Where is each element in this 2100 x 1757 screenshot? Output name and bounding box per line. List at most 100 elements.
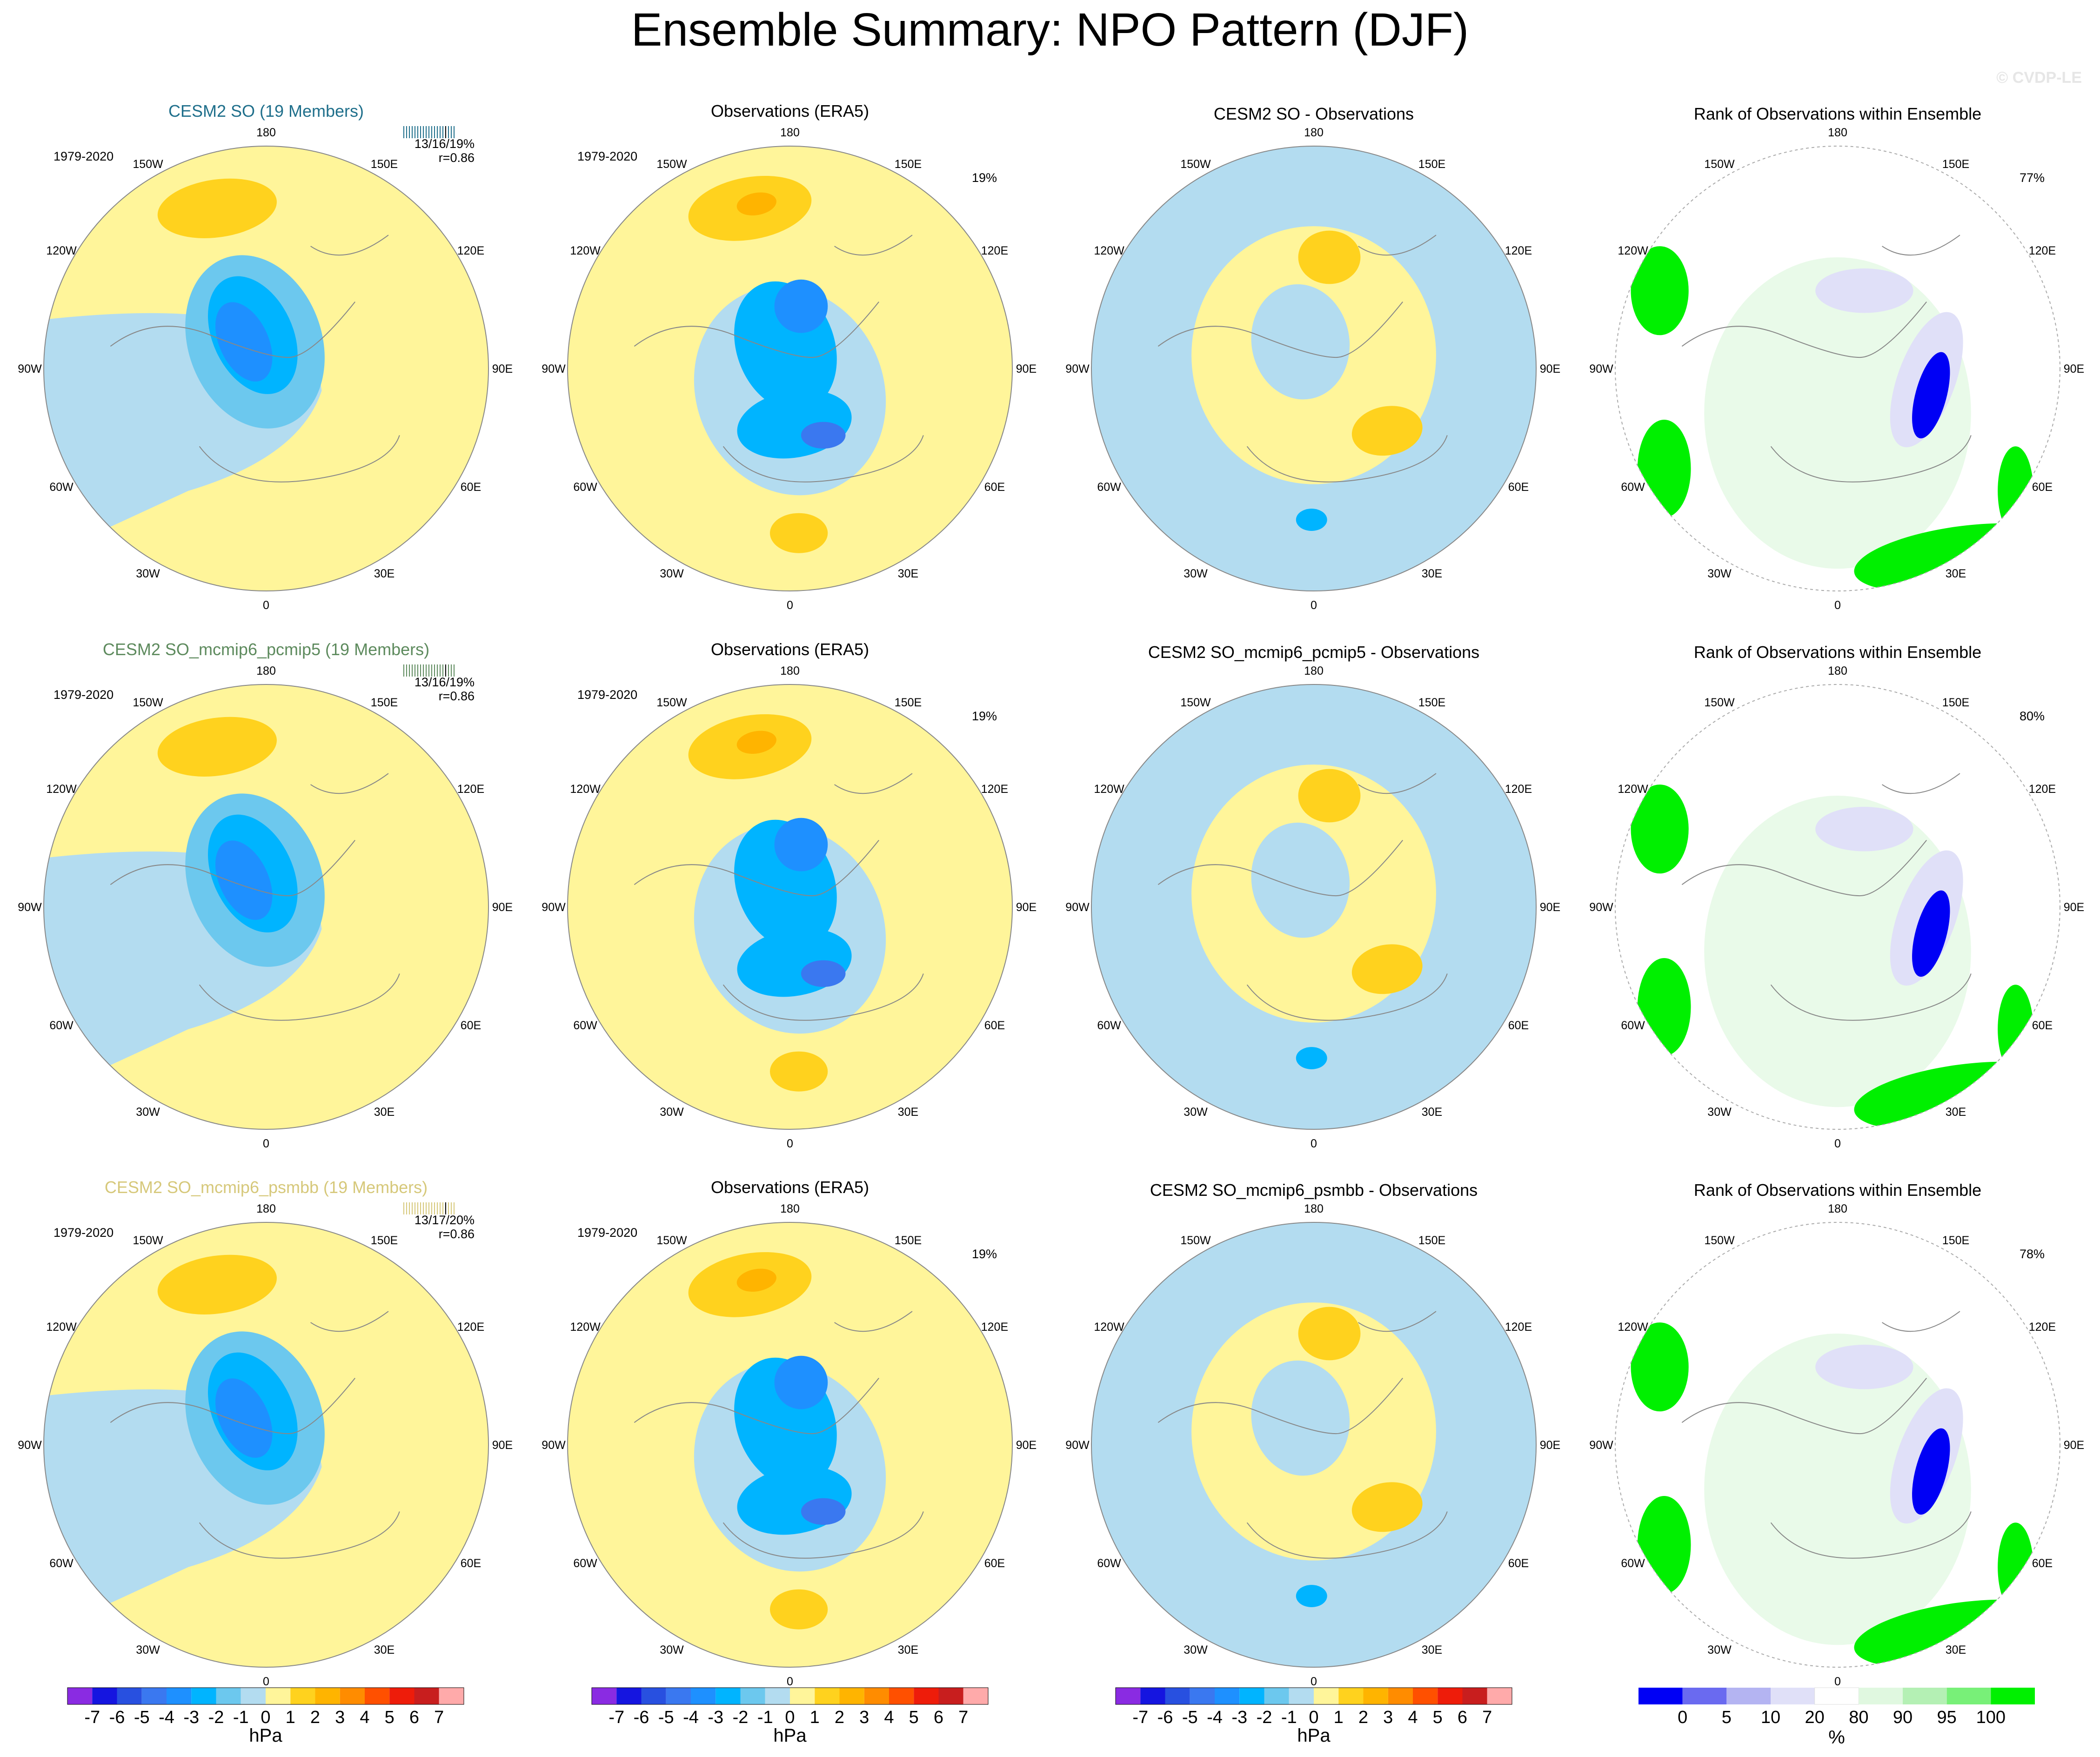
lon-label: 90W: [18, 1439, 42, 1452]
lon-label: 0: [263, 599, 269, 612]
lon-label: 150W: [1704, 696, 1735, 709]
lon-label: 60E: [461, 1557, 481, 1570]
colorbar-swatch: [839, 1688, 864, 1704]
contour-region: [774, 279, 828, 333]
colorbar-tick-label: -6: [634, 1708, 649, 1727]
lon-label: 0: [263, 1675, 269, 1688]
colorbar-tick-label: 4: [1408, 1708, 1418, 1727]
contour-region: [1815, 806, 1913, 852]
colorbar-tick-label: 90: [1893, 1708, 1913, 1727]
lon-label: 150W: [656, 696, 687, 709]
lon-label: 150W: [656, 158, 687, 171]
lon-label: 30E: [1422, 1106, 1442, 1119]
panel-title: Observations (ERA5): [711, 1178, 869, 1197]
lon-label: 120W: [1618, 244, 1648, 257]
coastlines: [1157, 773, 1448, 1021]
colorbar-tick-label: -5: [658, 1708, 674, 1727]
colorbar-swatch: [67, 1688, 93, 1704]
colorbar-tick-label: 0: [1309, 1708, 1318, 1727]
colorbar-swatch: [1190, 1688, 1215, 1704]
colorbar-tick-label: 6: [409, 1708, 419, 1727]
lon-label: 60W: [573, 1019, 597, 1032]
lon-label: 180: [256, 664, 276, 677]
lon-label: 90W: [542, 1439, 566, 1452]
colorbar-swatch: [691, 1688, 716, 1704]
colorbar-tick-label: 5: [909, 1708, 919, 1727]
colorbar-tick-label: -2: [208, 1708, 224, 1727]
contour-region: [769, 1589, 828, 1630]
colorbar-tick-label: 100: [1976, 1708, 2006, 1727]
colorbar-swatch: [963, 1688, 988, 1704]
contour-region: [215, 1378, 273, 1458]
panel-r1-c2: Observations (ERA5) 180 150E 120E 90E 60E 30E 0…: [542, 101, 1037, 612]
lon-label: 180: [256, 1202, 276, 1215]
lon-label: 30E: [1946, 1106, 1966, 1119]
colorbar-swatch: [1165, 1688, 1190, 1704]
lon-label: 90E: [1016, 362, 1037, 376]
colorbar-tick-label: -5: [1182, 1708, 1198, 1727]
colorbar-tick-label: -3: [708, 1708, 723, 1727]
map-border: [43, 684, 489, 1130]
lon-label: 90W: [18, 901, 42, 914]
lon-label: 60W: [49, 481, 74, 494]
lon-label: 90W: [542, 362, 566, 376]
colorbar-swatch: [1946, 1688, 1991, 1704]
lon-label: 0: [1311, 1137, 1317, 1150]
colorbar-swatch: [92, 1688, 117, 1704]
colorbar-swatch: [1215, 1688, 1240, 1704]
lon-label: 150W: [133, 1234, 163, 1247]
colorbar-swatch: [1116, 1688, 1141, 1704]
contour-region: [1815, 268, 1913, 313]
colorbar-tick-label: 7: [434, 1708, 444, 1727]
lon-label: 150E: [1942, 158, 1969, 171]
colorbar-swatch: [216, 1688, 241, 1704]
lon-label: 60E: [1508, 1557, 1529, 1570]
lon-label: 120W: [570, 244, 601, 257]
lon-label: 120E: [1505, 1321, 1532, 1334]
period-label: 1979-2020: [577, 149, 637, 163]
colorbar-unit: hPa: [1297, 1725, 1331, 1746]
lon-label: 120E: [2029, 783, 2056, 796]
coastlines: [634, 235, 924, 483]
lon-label: 180: [780, 664, 800, 677]
lon-label: 150W: [1180, 1234, 1211, 1247]
colorbar-swatch: [414, 1688, 439, 1704]
colorbar-tick-label: 80: [1849, 1708, 1868, 1727]
colorbar-swatch: [191, 1688, 216, 1704]
lon-label: 30E: [374, 567, 395, 580]
colorbar-tick-label: -3: [1231, 1708, 1247, 1727]
colorbar-tick-label: 1: [1334, 1708, 1344, 1727]
contour-region: [1912, 1428, 1950, 1515]
lon-label: 180: [1304, 126, 1324, 139]
lon-label: 0: [787, 1675, 793, 1688]
percent-variance: 77%: [2020, 171, 2045, 185]
lon-label: 0: [1834, 599, 1841, 612]
colorbar-tick-label: 20: [1805, 1708, 1825, 1727]
lon-label: 180: [256, 126, 276, 139]
lon-label: 60E: [2032, 1019, 2053, 1032]
colorbar-tick-label: 4: [884, 1708, 894, 1727]
lon-label: 60W: [49, 1019, 74, 1032]
period-label: 1979-2020: [54, 149, 114, 163]
contour-region: [1912, 352, 1950, 439]
lon-label: 120E: [2029, 244, 2056, 257]
map-border: [567, 684, 1013, 1130]
lon-label: 30E: [1946, 567, 1966, 580]
lon-label: 120E: [981, 244, 1008, 257]
period-label: 1979-2020: [577, 688, 637, 702]
colorbar-swatch: [241, 1688, 266, 1704]
lon-label: 30W: [1707, 1106, 1732, 1119]
lon-label: 60W: [1621, 1557, 1645, 1570]
lon-label: 30E: [898, 567, 918, 580]
panel-r3-c1: CESM2 SO_mcmip6_psmbb (19 Members) 180 150…: [18, 1178, 513, 1688]
lon-label: 150E: [895, 158, 922, 171]
percent-variance: 19%: [972, 1247, 997, 1261]
contour-region: [1251, 822, 1350, 938]
colorbar-swatch: [616, 1688, 642, 1704]
contour-region: [769, 513, 828, 553]
colorbar-tick-label: 2: [835, 1708, 844, 1727]
colorbar-tick-label: 6: [934, 1708, 943, 1727]
panel-title: CESM2 SO_mcmip6_psmbb - Observations: [1150, 1180, 1478, 1200]
contour-region: [157, 717, 277, 777]
